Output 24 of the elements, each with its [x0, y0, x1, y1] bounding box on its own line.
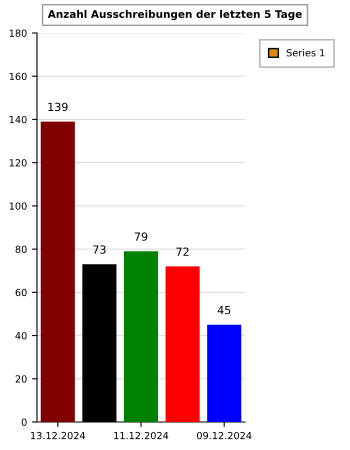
y-tick-label: 180 — [10, 29, 27, 37]
y-tick-label: 20 — [16, 375, 27, 383]
y-tick-label: 140 — [10, 116, 27, 124]
data-label: 72 — [176, 248, 189, 256]
y-tick-label: 60 — [16, 288, 27, 296]
y-tick-label: 40 — [15, 332, 27, 340]
y-tick-label: 0 — [22, 418, 27, 426]
chart-title: Anzahl Ausschreibungen der letzten 5 Tage — [48, 10, 302, 20]
y-tick-label: 80 — [16, 246, 27, 253]
y-tick-label: 120 — [10, 159, 27, 166]
bar — [124, 251, 158, 422]
bar — [40, 122, 75, 422]
x-tick-label: 09.12.2024 — [197, 432, 252, 440]
data-label: 45 — [218, 306, 230, 314]
text: Series 1 — [286, 48, 324, 56]
data-label: 79 — [134, 232, 148, 241]
data-label: 139 — [48, 102, 68, 112]
data-label: 73 — [93, 245, 106, 254]
y-tick-label: 100 — [10, 202, 27, 210]
bar — [166, 266, 200, 422]
x-tick-label: 11.12.2024 — [114, 432, 168, 440]
y-tick-label: 160 — [10, 72, 27, 80]
x-tick-label: 13.12.2024 — [31, 432, 86, 440]
bar — [207, 324, 242, 422]
